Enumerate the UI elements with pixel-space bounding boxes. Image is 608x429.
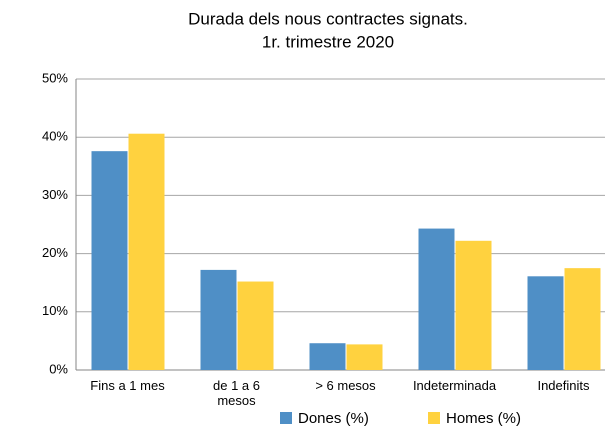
bar xyxy=(128,133,165,370)
y-tick-label: 40% xyxy=(42,129,68,144)
bar xyxy=(346,344,383,370)
y-tick-label: 0% xyxy=(49,361,68,376)
chart-subtitle: 1r. trimestre 2020 xyxy=(262,32,394,51)
y-tick-label: 20% xyxy=(42,245,68,260)
y-tick-label: 30% xyxy=(42,187,68,202)
x-tick-label: Indefinits xyxy=(537,378,590,393)
bar xyxy=(309,343,346,370)
chart-title: Durada dels nous contractes signats. xyxy=(188,9,468,28)
legend-label: Homes (%) xyxy=(446,410,521,427)
x-tick-label: de 1 a 6 mesos xyxy=(213,378,260,408)
bar xyxy=(455,240,492,370)
y-tick-label: 10% xyxy=(42,303,68,318)
bar xyxy=(418,228,455,370)
bar xyxy=(200,269,237,370)
bar xyxy=(237,281,274,370)
x-tick-label: > 6 mesos xyxy=(315,378,376,393)
x-tick-label: Fins a 1 mes xyxy=(90,378,165,393)
y-tick-label: 50% xyxy=(42,70,68,85)
legend-label: Dones (%) xyxy=(298,410,369,427)
bar xyxy=(91,151,128,370)
legend-swatch xyxy=(428,412,440,424)
legend-swatch xyxy=(280,412,292,424)
x-tick-label: Indeterminada xyxy=(412,378,497,393)
bar xyxy=(527,276,564,370)
bar xyxy=(564,268,601,370)
